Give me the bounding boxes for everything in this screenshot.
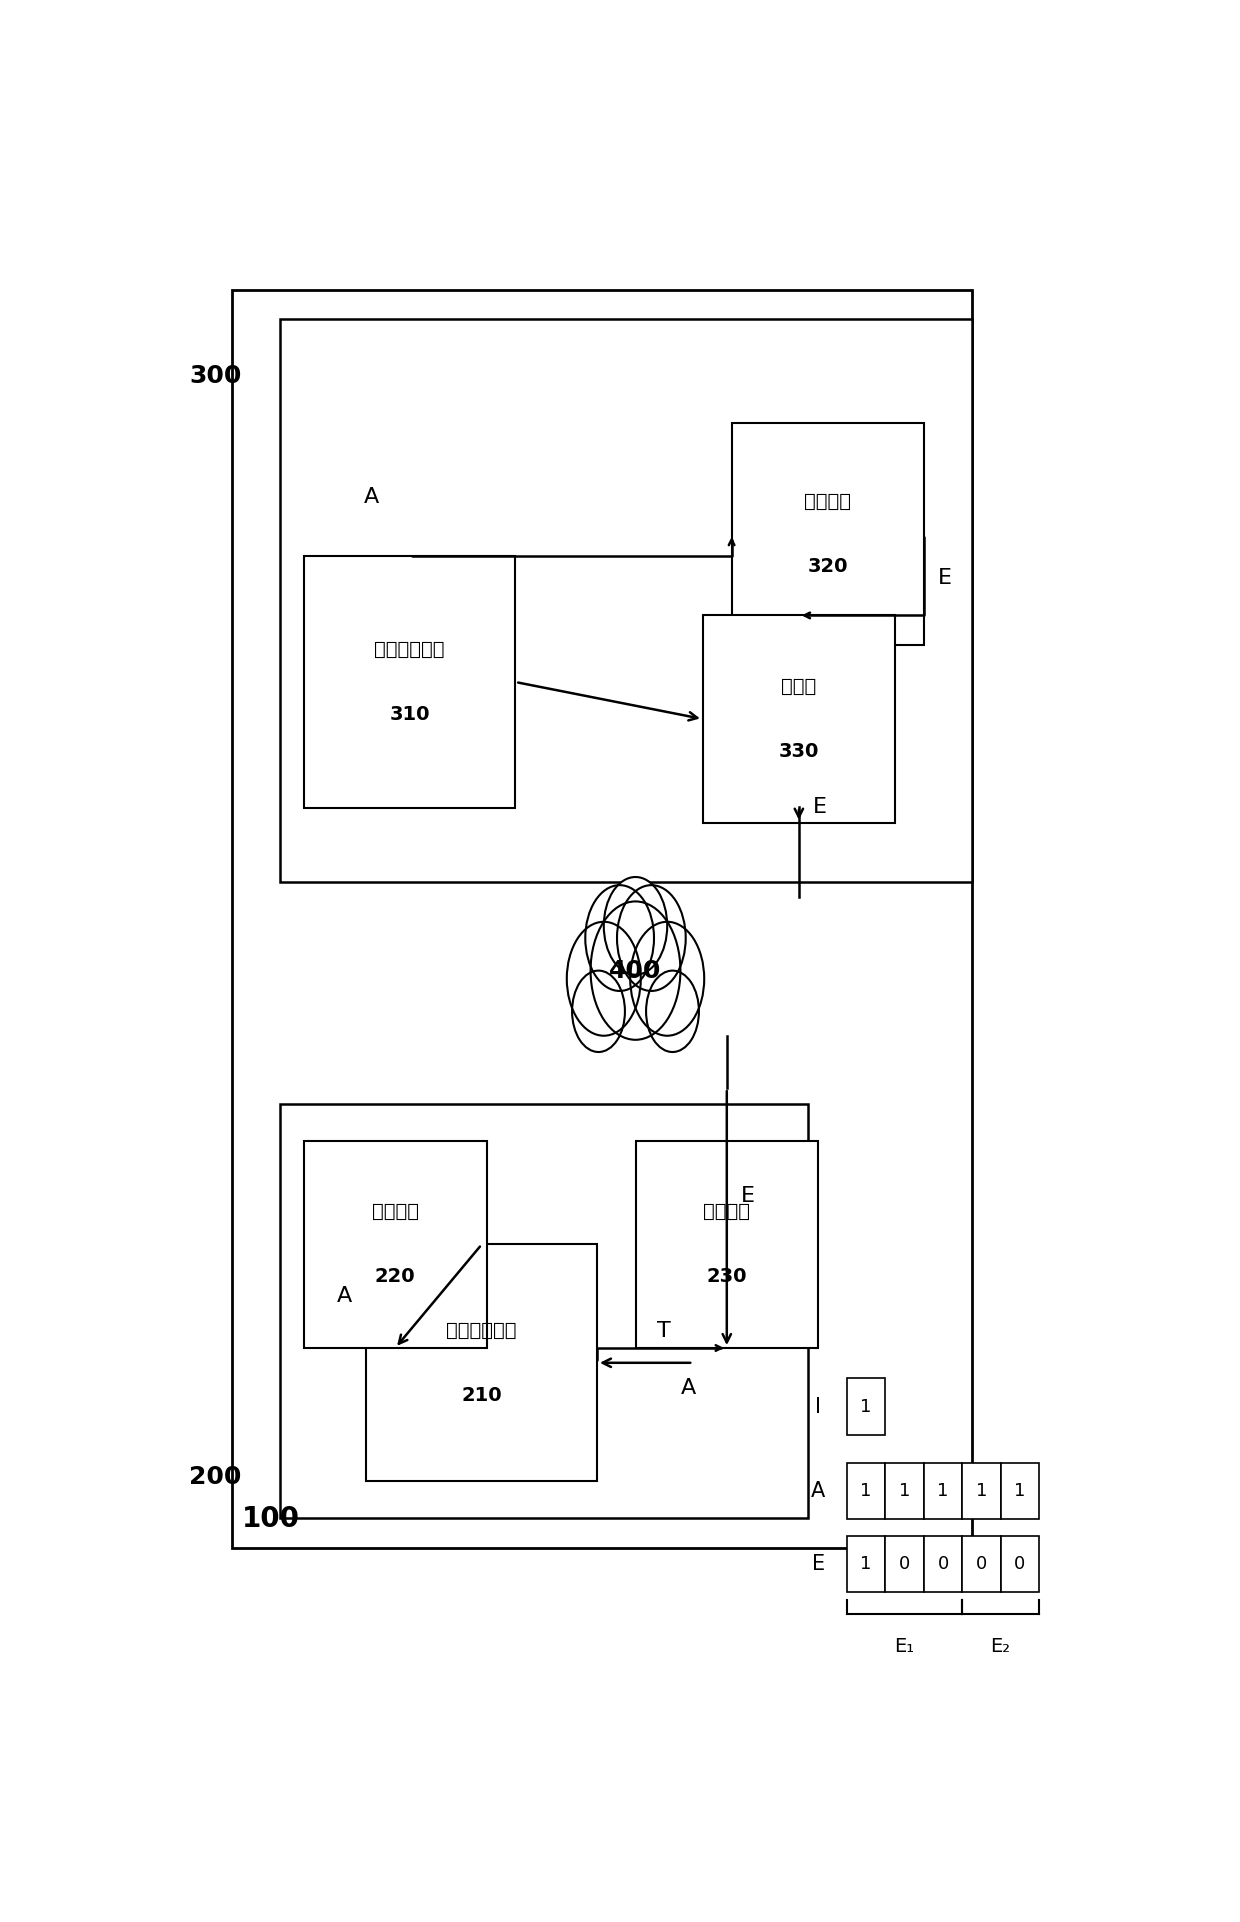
Text: E: E [939, 569, 952, 588]
Text: 0: 0 [1014, 1555, 1025, 1572]
FancyBboxPatch shape [280, 1103, 808, 1518]
FancyBboxPatch shape [304, 1142, 486, 1347]
Text: E: E [813, 798, 827, 817]
Text: 编码端处理器: 编码端处理器 [446, 1320, 517, 1340]
Text: E: E [811, 1555, 825, 1574]
Circle shape [585, 886, 653, 992]
Text: A: A [337, 1286, 352, 1307]
Text: 310: 310 [389, 705, 430, 725]
Text: 200: 200 [190, 1465, 242, 1488]
FancyBboxPatch shape [304, 555, 516, 807]
Text: 1: 1 [1014, 1482, 1025, 1499]
FancyBboxPatch shape [847, 1463, 885, 1518]
Text: E₂: E₂ [991, 1638, 1011, 1655]
Text: E₁: E₁ [894, 1638, 915, 1655]
Text: 0: 0 [899, 1555, 910, 1572]
Text: 1: 1 [976, 1482, 987, 1499]
FancyBboxPatch shape [703, 615, 895, 823]
Circle shape [590, 901, 681, 1040]
Text: 解码模块: 解码模块 [805, 492, 851, 511]
Text: 1: 1 [899, 1482, 910, 1499]
FancyBboxPatch shape [732, 423, 924, 646]
Circle shape [646, 971, 699, 1051]
Text: 1: 1 [861, 1397, 872, 1417]
Text: 400: 400 [609, 959, 662, 982]
Text: 0: 0 [937, 1555, 949, 1572]
Circle shape [604, 876, 667, 974]
Circle shape [618, 886, 686, 992]
Text: 230: 230 [707, 1267, 746, 1286]
Text: 330: 330 [779, 742, 820, 761]
Text: 储存模块: 储存模块 [372, 1203, 419, 1220]
FancyBboxPatch shape [1001, 1536, 1039, 1591]
Circle shape [630, 923, 704, 1036]
Text: 320: 320 [807, 557, 848, 577]
Circle shape [572, 971, 625, 1051]
FancyBboxPatch shape [635, 1142, 818, 1347]
FancyBboxPatch shape [962, 1463, 1001, 1518]
Text: 等化器: 等化器 [781, 677, 816, 696]
FancyBboxPatch shape [367, 1244, 596, 1482]
Text: 解码端处理器: 解码端处理器 [374, 640, 445, 659]
FancyBboxPatch shape [962, 1536, 1001, 1591]
FancyBboxPatch shape [885, 1463, 924, 1518]
Text: A: A [363, 486, 379, 507]
Text: 1: 1 [861, 1482, 872, 1499]
FancyBboxPatch shape [924, 1536, 962, 1591]
Circle shape [567, 923, 641, 1036]
Text: I: I [815, 1397, 821, 1417]
Text: 0: 0 [976, 1555, 987, 1572]
Text: 210: 210 [461, 1386, 502, 1405]
Text: 300: 300 [190, 363, 242, 388]
Text: 220: 220 [374, 1267, 415, 1286]
Text: T: T [657, 1320, 671, 1342]
Text: E: E [742, 1186, 755, 1205]
FancyBboxPatch shape [232, 290, 972, 1547]
Text: 编码模块: 编码模块 [703, 1203, 750, 1220]
Text: 1: 1 [937, 1482, 949, 1499]
FancyBboxPatch shape [847, 1378, 885, 1434]
Text: 100: 100 [242, 1505, 300, 1534]
Text: 1: 1 [861, 1555, 872, 1572]
FancyBboxPatch shape [280, 319, 972, 882]
Text: A: A [811, 1482, 825, 1501]
FancyBboxPatch shape [885, 1536, 924, 1591]
FancyBboxPatch shape [1001, 1463, 1039, 1518]
Text: A: A [681, 1378, 696, 1397]
FancyBboxPatch shape [924, 1463, 962, 1518]
FancyBboxPatch shape [847, 1536, 885, 1591]
